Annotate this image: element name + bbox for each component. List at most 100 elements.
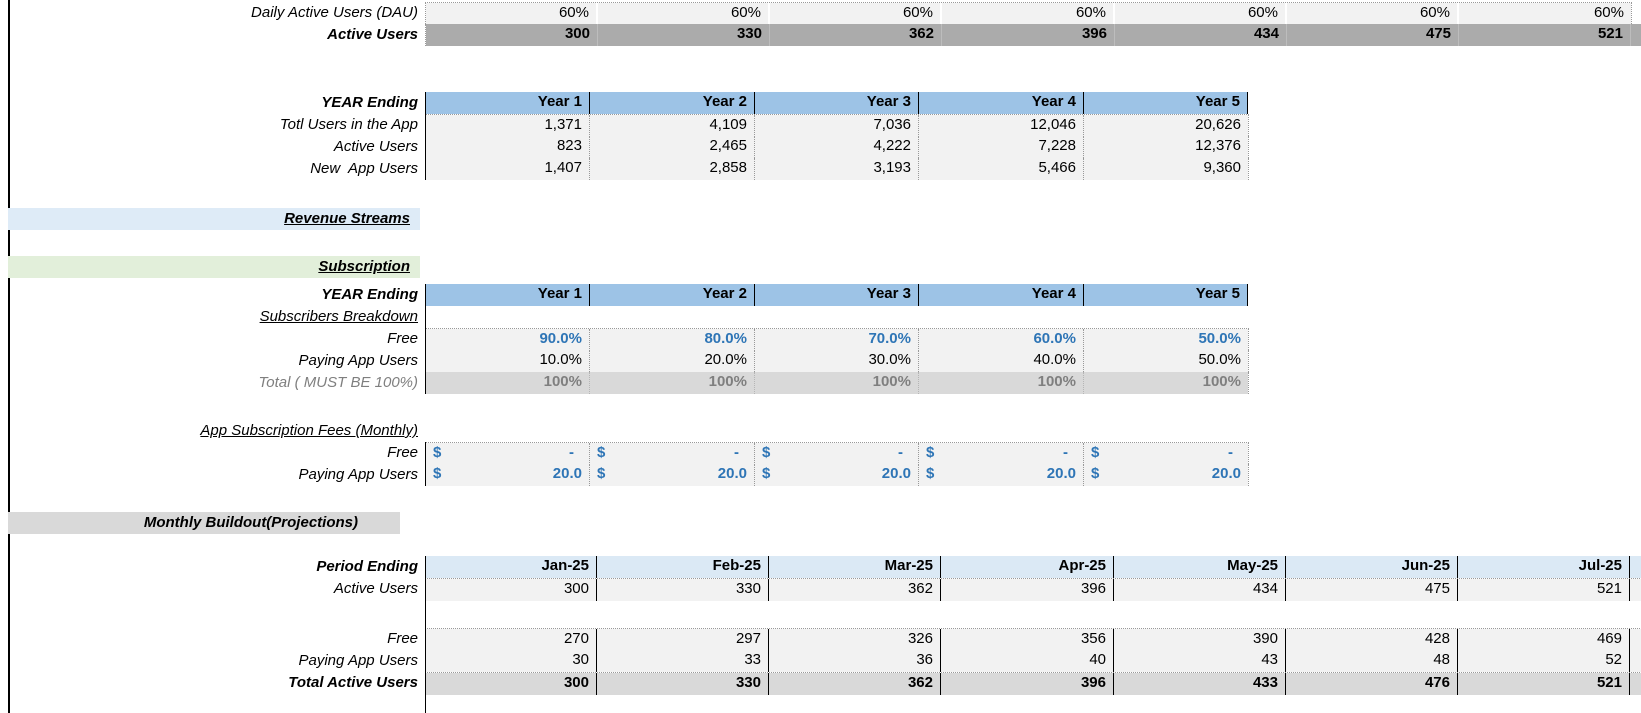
column-header-cell[interactable]: May-25 xyxy=(1114,556,1286,578)
cell[interactable]: 40 xyxy=(941,650,1114,672)
cell[interactable]: $ - xyxy=(755,443,919,465)
row-label[interactable]: Active Users xyxy=(333,580,418,597)
column-header-cell[interactable]: Jun-25 xyxy=(1286,556,1458,578)
cell[interactable]: 30 xyxy=(425,650,597,672)
cell[interactable]: 20.0% xyxy=(590,350,755,372)
cell[interactable]: 362 xyxy=(769,579,941,601)
cell[interactable]: 4,109 xyxy=(590,115,755,137)
section-subscription[interactable]: Subscription xyxy=(8,256,420,278)
cell[interactable]: 100% xyxy=(1084,372,1248,394)
cell[interactable]: 326 xyxy=(769,629,941,651)
column-header-cell[interactable]: Jul-25 xyxy=(1458,556,1630,578)
section-monthly-buildout[interactable]: Monthly Buildout(Projections) xyxy=(8,512,400,534)
cell[interactable]: 60% xyxy=(426,3,598,25)
cell[interactable]: 33 xyxy=(597,650,769,672)
cell[interactable]: 100% xyxy=(919,372,1084,394)
cell[interactable]: $20.0 xyxy=(755,464,919,486)
cell[interactable]: 36 xyxy=(769,650,941,672)
cell[interactable]: 4,222 xyxy=(755,136,919,158)
row-label[interactable]: Paying App Users xyxy=(298,652,418,669)
cell[interactable]: 60% xyxy=(598,3,770,25)
cell[interactable]: 469 xyxy=(1458,629,1630,651)
section-revenue-streams[interactable]: Revenue Streams xyxy=(8,208,420,230)
cell[interactable]: 50.0% xyxy=(1084,350,1248,372)
cell[interactable]: 20,626 xyxy=(1084,115,1248,137)
cell[interactable]: 297 xyxy=(597,629,769,651)
cell[interactable]: 521 xyxy=(1458,579,1630,601)
column-header-cell[interactable]: Feb-25 xyxy=(597,556,769,578)
cell[interactable]: 475 xyxy=(1286,579,1458,601)
cell[interactable]: 1,407 xyxy=(426,158,590,180)
cell[interactable]: 70.0% xyxy=(755,329,919,351)
column-header-cell[interactable]: Year 5 xyxy=(1084,284,1248,306)
cell[interactable]: 43 xyxy=(1114,650,1286,672)
column-header-cell[interactable]: Year 3 xyxy=(755,284,919,306)
subscribers-breakdown-title[interactable]: Subscribers Breakdown xyxy=(259,308,418,325)
cell[interactable]: 30.0% xyxy=(755,350,919,372)
column-header-cell[interactable]: Year 2 xyxy=(590,92,755,114)
row-label[interactable]: Paying App Users xyxy=(298,466,418,483)
cell[interactable]: 48 xyxy=(1286,650,1458,672)
cell[interactable]: $ - xyxy=(590,443,755,465)
cell[interactable]: 300 xyxy=(426,24,598,46)
column-header-cell[interactable]: Year 5 xyxy=(1084,92,1248,114)
cell[interactable]: 100% xyxy=(755,372,919,394)
row-label[interactable]: YEAR Ending xyxy=(321,286,418,303)
cell[interactable]: 362 xyxy=(769,673,941,695)
cell[interactable]: 300 xyxy=(425,579,597,601)
cell[interactable]: $20.0 xyxy=(919,464,1084,486)
cell[interactable]: 521 xyxy=(1458,673,1630,695)
cell[interactable]: 521 xyxy=(1459,24,1631,46)
cell[interactable]: 330 xyxy=(597,579,769,601)
cell[interactable]: 50.0% xyxy=(1084,329,1248,351)
cell[interactable]: 396 xyxy=(941,673,1114,695)
cell[interactable]: $20.0 xyxy=(1084,464,1248,486)
row-label[interactable]: Period Ending xyxy=(316,558,418,575)
cell[interactable]: 270 xyxy=(425,629,597,651)
cell[interactable]: 60% xyxy=(1115,3,1287,25)
cell[interactable]: 475 xyxy=(1287,24,1459,46)
cell[interactable]: 90.0% xyxy=(426,329,590,351)
cell[interactable]: 434 xyxy=(1114,579,1286,601)
cell[interactable]: 390 xyxy=(1114,629,1286,651)
column-header-cell[interactable]: Year 1 xyxy=(426,284,590,306)
column-header-cell[interactable]: Year 4 xyxy=(919,284,1084,306)
cell[interactable]: $ - xyxy=(426,443,590,465)
cell[interactable]: 3,193 xyxy=(755,158,919,180)
cell[interactable]: 434 xyxy=(1115,24,1287,46)
cell[interactable]: 10.0% xyxy=(426,350,590,372)
cell[interactable]: 100% xyxy=(426,372,590,394)
row-label[interactable]: Free xyxy=(387,630,418,647)
cell[interactable]: 100% xyxy=(590,372,755,394)
column-header-cell[interactable]: Year 4 xyxy=(919,92,1084,114)
cell[interactable]: 9,360 xyxy=(1084,158,1248,180)
cell[interactable]: 60% xyxy=(942,3,1115,25)
cell[interactable]: 40.0% xyxy=(919,350,1084,372)
row-label[interactable]: Total ( MUST BE 100%) xyxy=(258,374,419,391)
row-label[interactable]: Active Users xyxy=(333,138,418,155)
cell[interactable]: 7,036 xyxy=(755,115,919,137)
fees-title[interactable]: App Subscription Fees (Monthly) xyxy=(200,422,418,439)
cell[interactable]: 356 xyxy=(941,629,1114,651)
cell[interactable]: 476 xyxy=(1286,673,1458,695)
column-header-cell[interactable]: Mar-25 xyxy=(769,556,941,578)
cell[interactable]: 330 xyxy=(597,673,769,695)
column-header-cell[interactable]: Jan-25 xyxy=(425,556,597,578)
row-label[interactable]: Total Active Users xyxy=(288,674,418,691)
cell[interactable]: 300 xyxy=(425,673,597,695)
row-label[interactable]: Paying App Users xyxy=(298,352,418,369)
cell[interactable]: 60% xyxy=(1459,3,1631,25)
cell[interactable]: 823 xyxy=(426,136,590,158)
cell[interactable]: $ - xyxy=(1084,443,1248,465)
row-label[interactable]: Free xyxy=(387,444,418,461)
cell[interactable]: 362 xyxy=(770,24,942,46)
row-label[interactable]: Active Users xyxy=(327,26,418,43)
cell[interactable]: 2,465 xyxy=(590,136,755,158)
cell[interactable]: 12,046 xyxy=(919,115,1084,137)
cell[interactable]: 60% xyxy=(770,3,942,25)
cell[interactable]: 2,858 xyxy=(590,158,755,180)
column-header-cell[interactable]: Year 3 xyxy=(755,92,919,114)
row-label[interactable]: Free xyxy=(387,330,418,347)
cell[interactable]: 60.0% xyxy=(919,329,1084,351)
row-label[interactable]: New App Users xyxy=(310,160,418,177)
